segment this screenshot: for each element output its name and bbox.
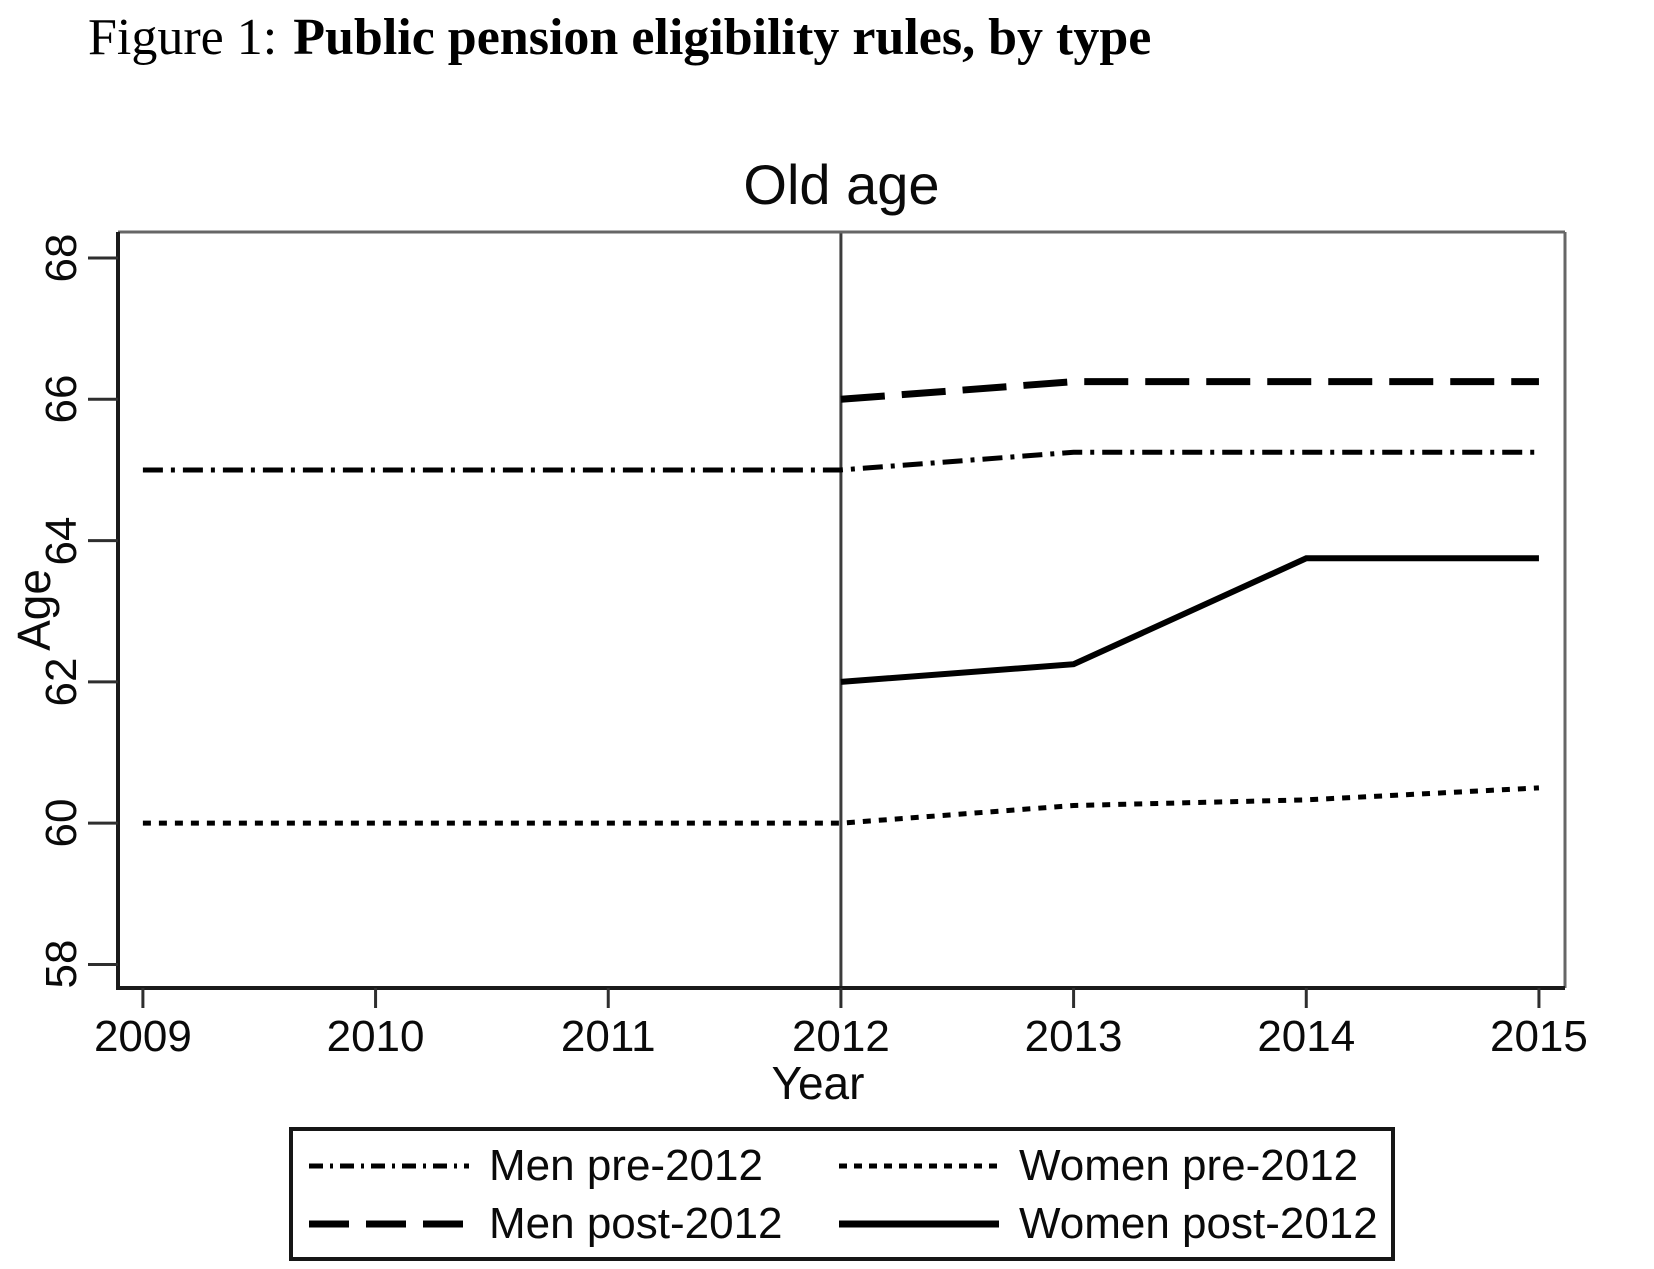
legend-sample-dashdot <box>309 1158 469 1174</box>
legend-sample-solid <box>839 1216 999 1232</box>
y-tick-label: 64 <box>37 516 86 566</box>
legend-label: Women post-2012 <box>1019 1199 1378 1248</box>
figure-number: Figure 1: <box>88 9 278 66</box>
y-tick-label: 60 <box>37 798 86 848</box>
x-tick-label: 2012 <box>791 1012 890 1061</box>
figure-caption-text: Public pension eligibility rules, by typ… <box>293 9 1152 66</box>
y-tick-label: 66 <box>37 374 86 424</box>
chart-title: Old age <box>743 153 940 216</box>
y-tick-label: 62 <box>37 657 86 707</box>
x-tick-label: 2013 <box>1024 1012 1123 1061</box>
x-axis-title: Year <box>771 1057 865 1109</box>
legend-label: Women pre-2012 <box>1019 1141 1359 1190</box>
y-tick-label: 68 <box>37 233 86 283</box>
legend-label: Men post-2012 <box>489 1199 783 1248</box>
x-tick-label: 2011 <box>560 1012 656 1061</box>
x-tick-label: 2015 <box>1489 1012 1588 1061</box>
y-tick-label: 58 <box>37 939 86 989</box>
y-axis-title: Age <box>8 569 60 651</box>
legend-label: Men pre-2012 <box>489 1141 763 1190</box>
legend-sample-longdash <box>309 1216 469 1232</box>
x-tick-label: 2010 <box>326 1012 425 1061</box>
series-line-men-post-2012 <box>840 378 1539 403</box>
legend-sample-dotted <box>839 1158 999 1174</box>
x-tick-label: 2009 <box>93 1012 192 1061</box>
figure-caption: Figure 1: Public pension eligibility rule… <box>88 8 1151 67</box>
series-line-women-post-2012 <box>840 555 1539 685</box>
legend: Men pre-2012 Women pre-2012 Men post-2012 W… <box>289 1127 1395 1261</box>
series-line-men-pre-2012 <box>142 449 1539 473</box>
x-tick-label: 2014 <box>1257 1012 1356 1061</box>
